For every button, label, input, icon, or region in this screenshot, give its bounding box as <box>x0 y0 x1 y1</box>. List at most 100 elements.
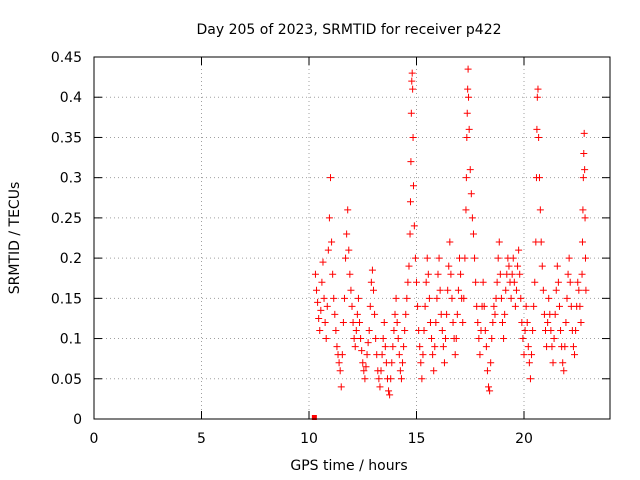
data-point <box>535 174 543 182</box>
data-point <box>407 158 415 166</box>
data-point <box>345 246 353 254</box>
data-point <box>462 206 470 214</box>
data-point <box>425 294 433 302</box>
data-point <box>580 150 588 158</box>
data-point <box>491 310 499 318</box>
data-point <box>400 343 408 351</box>
x-tick-label: 20 <box>515 431 533 447</box>
data-point <box>439 343 447 351</box>
data-point <box>366 302 374 310</box>
data-point <box>548 343 556 351</box>
data-point <box>472 278 480 286</box>
data-point <box>380 318 388 326</box>
data-point <box>399 359 407 367</box>
data-point <box>571 351 579 359</box>
data-point <box>313 286 321 294</box>
data-point <box>377 367 385 375</box>
data-point <box>464 85 472 93</box>
data-point <box>550 335 558 343</box>
data-point <box>560 367 568 375</box>
data-point <box>563 294 571 302</box>
data-point <box>496 270 504 278</box>
data-point <box>387 375 395 383</box>
grid-lines <box>94 57 610 419</box>
data-point <box>467 190 475 198</box>
data-point <box>534 85 542 93</box>
data-point <box>350 335 358 343</box>
data-point <box>502 286 510 294</box>
data-point <box>493 278 501 286</box>
data-point <box>396 367 404 375</box>
data-points <box>311 65 590 420</box>
data-point <box>480 302 488 310</box>
data-point <box>461 254 469 262</box>
data-point <box>405 262 413 270</box>
y-axis-label: SRMTID / TECUs <box>7 182 23 295</box>
data-point <box>346 270 354 278</box>
data-point <box>494 254 502 262</box>
data-point <box>444 286 452 294</box>
data-point <box>519 335 527 343</box>
data-point <box>339 318 347 326</box>
data-point <box>443 310 451 318</box>
data-point <box>463 133 471 141</box>
data-point <box>419 351 427 359</box>
y-tick-label: 0.15 <box>51 291 82 307</box>
data-point <box>430 367 438 375</box>
y-tick-label: 0.05 <box>51 372 82 388</box>
data-point <box>357 335 365 343</box>
data-point <box>359 359 367 367</box>
data-point <box>469 230 477 238</box>
data-point <box>376 383 384 391</box>
data-point <box>581 214 589 222</box>
data-point <box>574 278 582 286</box>
data-point <box>544 318 552 326</box>
data-point <box>408 69 416 77</box>
data-point <box>465 93 473 101</box>
data-point <box>517 294 525 302</box>
data-point <box>448 294 456 302</box>
axis-ticks: 0 0.05 0.1 0.15 0.2 0.25 0.3 0.35 0.4 0.45 0 5 10 15 2… <box>51 50 610 447</box>
data-point <box>523 318 531 326</box>
data-point <box>452 335 460 343</box>
data-point <box>344 206 352 214</box>
data-point <box>416 343 424 351</box>
y-tick-label: 0 <box>73 412 82 428</box>
data-point <box>317 306 325 314</box>
data-point <box>409 85 417 93</box>
data-point <box>436 286 444 294</box>
data-point <box>565 254 573 262</box>
data-point <box>349 318 357 326</box>
data-point <box>340 294 348 302</box>
data-point <box>485 383 493 391</box>
data-point <box>509 254 517 262</box>
data-point <box>501 310 509 318</box>
data-point <box>414 302 422 310</box>
x-tick-label: 5 <box>197 431 206 447</box>
data-point <box>580 129 588 137</box>
data-point <box>433 294 441 302</box>
data-point <box>482 343 490 351</box>
data-point <box>481 327 489 335</box>
data-point <box>421 302 429 310</box>
data-point <box>332 327 340 335</box>
data-point <box>328 238 336 246</box>
y-tick-label: 0.45 <box>51 50 82 66</box>
data-point <box>410 222 418 230</box>
data-point <box>581 254 589 262</box>
data-point <box>531 278 539 286</box>
data-point <box>525 359 533 367</box>
data-point <box>406 230 414 238</box>
data-point <box>447 270 455 278</box>
data-point <box>325 214 333 222</box>
data-point <box>516 270 524 278</box>
data-point <box>579 174 587 182</box>
data-point <box>511 302 519 310</box>
data-point <box>432 318 440 326</box>
data-point <box>397 375 405 383</box>
data-point <box>578 270 586 278</box>
data-point <box>362 363 370 371</box>
data-point <box>566 278 574 286</box>
data-point <box>562 318 570 326</box>
